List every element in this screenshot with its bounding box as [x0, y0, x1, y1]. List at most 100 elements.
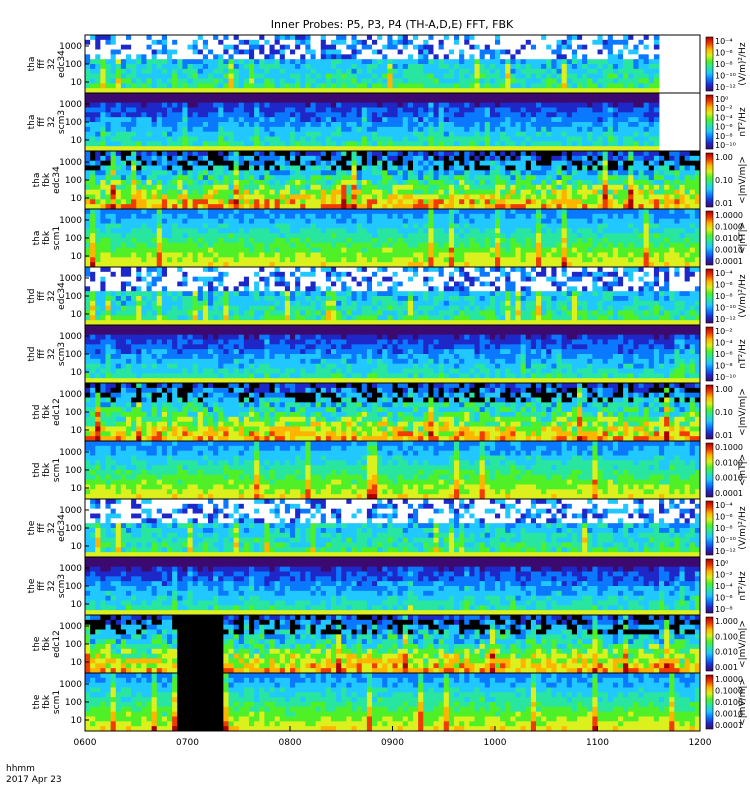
spectrogram-cell	[90, 146, 96, 152]
spectrogram-cell	[541, 68, 547, 75]
spectrogram-cell	[454, 151, 460, 157]
spectrogram-cell	[187, 44, 194, 50]
spectrogram-cell	[300, 151, 306, 157]
spectrogram-cell	[315, 204, 322, 210]
spectrogram-cell	[587, 151, 593, 157]
spectrogram-cell	[402, 228, 409, 234]
spectrogram-cell	[320, 228, 327, 234]
spectrogram-cell	[295, 102, 301, 108]
spectrogram-cell	[346, 83, 352, 89]
spectrogram-cell	[300, 131, 306, 137]
spectrogram-cell	[418, 112, 424, 118]
spectrogram-cell	[192, 146, 199, 152]
spectrogram-cell	[156, 199, 163, 205]
spectrogram-cell	[397, 165, 404, 171]
spectrogram-cell	[218, 78, 224, 84]
spectrogram-cell	[320, 165, 327, 171]
spectrogram-cell	[679, 175, 686, 181]
spectrogram-cell	[423, 35, 429, 41]
colorbar-tick-label: 10⁻⁸	[715, 132, 733, 141]
spectrogram-cell	[331, 107, 337, 113]
spectrogram-cell	[484, 122, 491, 128]
spectrogram-cell	[115, 93, 122, 99]
spectrogram-cell	[310, 180, 317, 186]
spectrogram-cell	[85, 189, 91, 195]
spectrogram-cell	[489, 204, 496, 210]
spectrogram-cell	[597, 204, 604, 210]
spectrogram-cell	[397, 252, 404, 258]
spectrogram-cell	[336, 238, 342, 244]
spectrogram-cell	[126, 131, 132, 137]
spectrogram-cell	[233, 199, 240, 205]
spectrogram-cell	[612, 73, 619, 79]
spectrogram-cell	[120, 97, 127, 104]
spectrogram-cell	[136, 102, 142, 108]
spectrogram-cell	[566, 184, 573, 191]
spectrogram-cell	[469, 117, 475, 123]
spectrogram-cell	[612, 184, 619, 191]
spectrogram-cell	[684, 165, 691, 171]
spectrogram-cell	[249, 199, 255, 205]
spectrogram-cell	[161, 88, 168, 94]
spectrogram-cell	[669, 151, 675, 157]
spectrogram-cell	[577, 204, 583, 210]
spectrogram-cell	[520, 49, 527, 55]
spectrogram-cell	[182, 88, 188, 94]
spectrogram-cell	[566, 151, 573, 157]
spectrogram-cell	[249, 228, 255, 234]
spectrogram-cell	[474, 93, 481, 99]
spectrogram-cell	[223, 88, 229, 94]
spectrogram-cell	[151, 54, 158, 60]
spectrogram-cell	[484, 112, 491, 118]
spectrogram-cell	[295, 122, 301, 128]
spectrogram-cell	[300, 35, 306, 41]
spectrogram-cell	[100, 252, 106, 258]
spectrogram-cell	[161, 180, 168, 186]
spectrogram-cell	[218, 122, 224, 128]
spectrogram-cell	[300, 199, 306, 205]
spectrogram-cell	[561, 175, 568, 181]
spectrogram-cell	[633, 39, 639, 46]
spectrogram-cell	[556, 97, 563, 104]
spectrogram-cell	[279, 146, 286, 152]
spectrogram-cell	[100, 83, 106, 89]
spectrogram-cell	[433, 107, 440, 113]
spectrogram-cell	[433, 170, 440, 176]
spectrogram-cell	[402, 184, 409, 191]
spectrogram-cell	[105, 247, 112, 253]
spectrogram-cell	[315, 257, 322, 263]
spectrogram-cell	[300, 233, 306, 239]
spectrogram-cell	[243, 136, 250, 142]
spectrogram-cell	[577, 151, 583, 157]
spectrogram-cell	[208, 122, 214, 128]
spectrogram-cell	[582, 160, 588, 166]
spectrogram-cell	[131, 184, 137, 191]
spectrogram-cell	[372, 175, 378, 181]
spectrogram-cell	[607, 112, 614, 118]
spectrogram-cell	[454, 93, 460, 99]
spectrogram-cell	[346, 131, 352, 137]
spectrogram-cell	[464, 44, 470, 50]
spectrogram-cell	[141, 151, 147, 157]
spectrogram-cell	[561, 49, 568, 55]
spectrogram-cell	[238, 141, 245, 147]
spectrogram-cell	[259, 73, 265, 79]
spectrogram-cell	[361, 59, 368, 65]
spectrogram-cell	[295, 165, 301, 171]
spectrogram-cell	[295, 126, 301, 133]
spectrogram-cell	[413, 83, 419, 89]
spectrogram-cell	[433, 78, 440, 84]
spectrogram-cell	[469, 122, 475, 128]
spectrogram-cell	[402, 126, 409, 133]
spectrogram-cell	[674, 194, 680, 200]
spectrogram-cell	[638, 194, 645, 200]
spectrogram-cell	[336, 102, 342, 108]
spectrogram-cell	[290, 73, 296, 79]
spectrogram-cell	[438, 83, 445, 89]
spectrogram-cell	[392, 146, 399, 152]
spectrogram-cell	[479, 102, 486, 108]
spectrogram-cell	[612, 194, 619, 200]
spectrogram-cell	[310, 228, 317, 234]
spectrogram-cell	[136, 194, 142, 200]
spectrogram-cell	[213, 107, 219, 113]
